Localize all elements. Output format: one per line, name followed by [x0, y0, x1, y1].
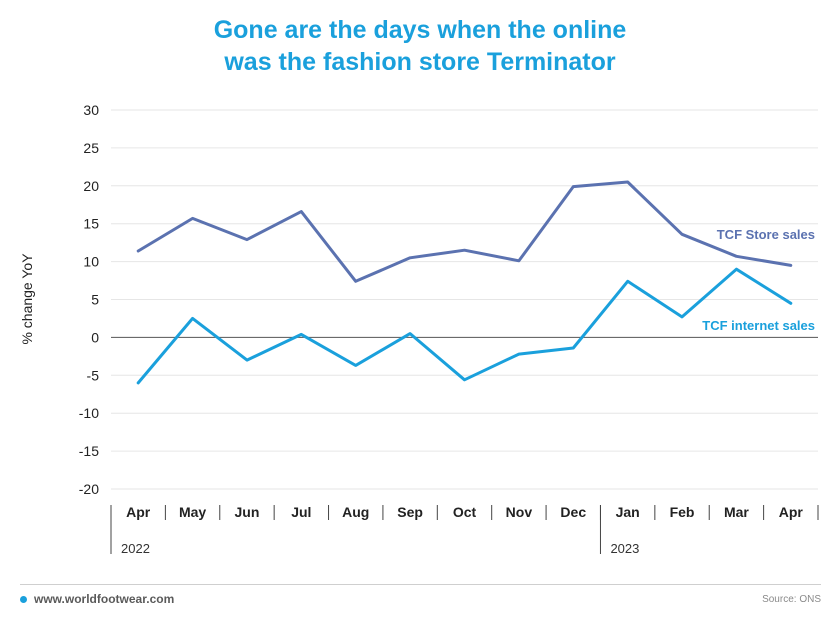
year-label: 2023	[610, 541, 639, 556]
chart-title-line-1: Gone are the days when the online	[213, 16, 627, 44]
footer-website: www.worldfootwear.com	[34, 592, 175, 606]
grid-lines	[111, 109, 818, 490]
x-tick-label: Dec	[560, 504, 586, 520]
series-labels: TCF Store sales TCF internet sales	[702, 227, 815, 333]
y-tick-label: -10	[79, 405, 99, 421]
y-tick-label: 25	[83, 140, 99, 156]
x-tick-label: Feb	[670, 504, 695, 520]
x-tick-label: Jan	[616, 504, 640, 520]
footer-divider	[20, 584, 821, 585]
y-tick-label: -15	[79, 443, 99, 459]
x-tick-label: Oct	[453, 504, 477, 520]
y-tick-label: -5	[87, 367, 100, 383]
x-tick-label: Apr	[779, 504, 804, 520]
y-tick-label: -20	[79, 481, 99, 497]
x-tick-label: Jul	[291, 504, 311, 520]
x-tick-label: Apr	[126, 504, 151, 520]
series-label-internet-sales: TCF internet sales	[702, 318, 815, 333]
y-tick-labels: 30 25 20 15 10 5 0 -5 -10 -15 -20	[79, 102, 99, 497]
series-lines	[136, 180, 793, 385]
x-axis: Apr May Jun Jul Aug Sep Oct Nov Dec Jan Feb Mar Apr 2…	[110, 504, 819, 556]
line-chart: 30 25 20 15 10 5 0 -5 -10 -15 -20 % change YoY Apr…	[19, 102, 819, 556]
footer-source: Source: ONS	[762, 594, 821, 605]
chart-title-line-2: was the fashion store Terminator	[224, 48, 616, 76]
y-tick-label: 5	[91, 292, 99, 308]
bullet-icon	[20, 596, 27, 603]
x-tick-label: Mar	[724, 504, 749, 520]
y-tick-label: 20	[83, 178, 99, 194]
series-line-store-sales	[136, 180, 793, 283]
y-axis-label: % change YoY	[19, 253, 35, 345]
year-label: 2022	[121, 541, 150, 556]
series-line-internet-sales	[136, 267, 793, 385]
x-tick-label: Aug	[342, 504, 369, 520]
series-label-store-sales: TCF Store sales	[717, 227, 815, 242]
y-tick-label: 30	[83, 102, 99, 118]
x-tick-label: Jun	[235, 504, 260, 520]
x-tick-label: Nov	[506, 504, 533, 520]
y-tick-label: 0	[91, 329, 99, 345]
y-tick-label: 10	[83, 254, 99, 270]
x-tick-label: Sep	[397, 504, 423, 520]
x-tick-label: May	[179, 504, 206, 520]
chart-title: Gone are the days when the online was th…	[0, 14, 840, 78]
y-tick-label: 15	[83, 216, 99, 232]
